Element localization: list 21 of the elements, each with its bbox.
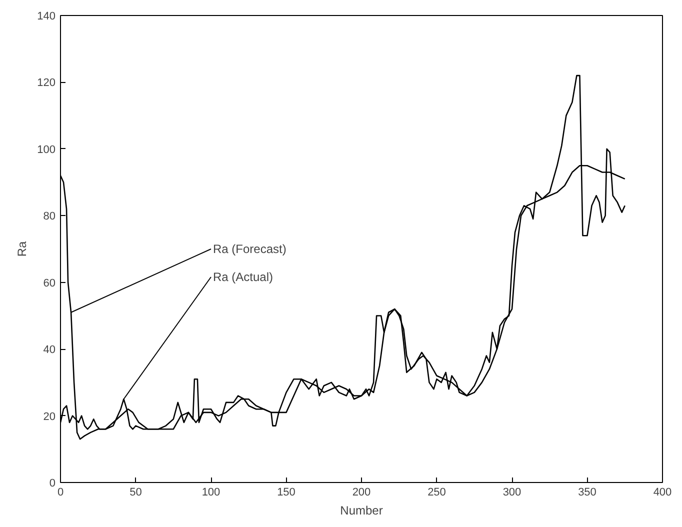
x-tick-label: 50 [130,486,142,498]
annotation: Ra (Actual) [213,270,274,284]
y-tick-label: 120 [37,77,56,90]
x-tick-label: 350 [578,486,596,498]
y-axis-title: Ra [15,241,30,257]
x-tick-label: 200 [352,486,371,498]
y-tick-label: 60 [43,277,56,290]
x-tick-label: 0 [57,486,64,498]
x-tick-label: 300 [502,486,522,498]
x-tick-label: 150 [277,486,296,498]
x-tick-label: 250 [428,486,446,498]
x-tick-label: 400 [653,486,672,498]
y-tick-label: 20 [43,410,56,423]
x-axis-title: Number [340,504,383,518]
annotation: Ra (Forecast) [213,242,286,256]
y-tick-label: 0 [49,478,56,490]
y-tick-label: 40 [43,344,56,356]
y-tick-label: 80 [43,210,56,223]
y-tick-label: 140 [37,10,56,22]
y-tick-label: 100 [37,144,56,156]
x-tick-label: 100 [202,486,220,498]
